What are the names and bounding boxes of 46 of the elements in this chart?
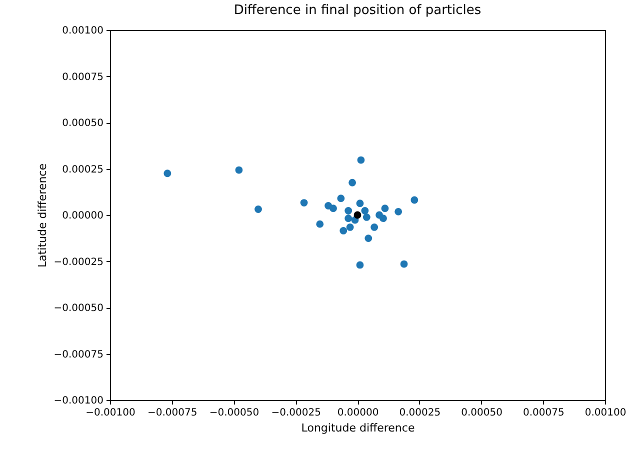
point — [330, 204, 337, 212]
point — [235, 166, 243, 174]
point — [364, 234, 372, 242]
point — [357, 156, 365, 164]
y-tick-label: 0.00100 — [62, 26, 104, 36]
point — [300, 199, 308, 206]
point — [344, 214, 352, 222]
y-tick-label: −0.00075 — [54, 349, 104, 360]
point — [337, 194, 345, 202]
point — [362, 214, 370, 221]
y-tick-label: −0.00025 — [54, 256, 104, 268]
y-tick-label: 0.00075 — [62, 72, 104, 83]
point — [254, 206, 262, 213]
point — [346, 224, 354, 231]
x-tick-label: −0.00100 — [86, 408, 136, 418]
x-tick-label: 0.00100 — [584, 408, 626, 418]
y-tick-label: −0.00050 — [54, 303, 104, 314]
x-tick-label: 0.00025 — [399, 408, 441, 418]
point — [354, 211, 362, 219]
x-tick-label: 0.00075 — [522, 408, 564, 418]
x-tick-label: −0.00050 — [209, 408, 260, 418]
x-tick-label: 0.00000 — [337, 408, 379, 418]
chart-title: Difference in final position of particles — [234, 3, 482, 18]
point — [381, 204, 389, 212]
y-tick-label: 0.00000 — [62, 210, 104, 222]
x-tick-label: −0.00025 — [271, 408, 321, 418]
y-tick-label: 0.00025 — [62, 164, 104, 176]
point — [356, 261, 364, 269]
point — [316, 220, 324, 228]
point — [348, 178, 356, 186]
y-tick-label: −0.00100 — [54, 396, 104, 406]
y-axis-title: Latitude difference — [36, 163, 49, 268]
point — [394, 208, 402, 216]
point — [400, 260, 408, 268]
point — [340, 227, 348, 234]
x-axis-title: Longitude difference — [301, 422, 415, 434]
point — [361, 207, 369, 214]
point — [344, 207, 352, 214]
point — [164, 170, 172, 178]
point — [410, 196, 418, 204]
x-tick-label: 0.00050 — [461, 408, 502, 418]
y-tick-label: 0.00050 — [62, 118, 104, 129]
x-tick-label: −0.00075 — [148, 408, 198, 418]
point — [356, 200, 364, 208]
point — [380, 214, 387, 222]
point — [370, 224, 378, 231]
